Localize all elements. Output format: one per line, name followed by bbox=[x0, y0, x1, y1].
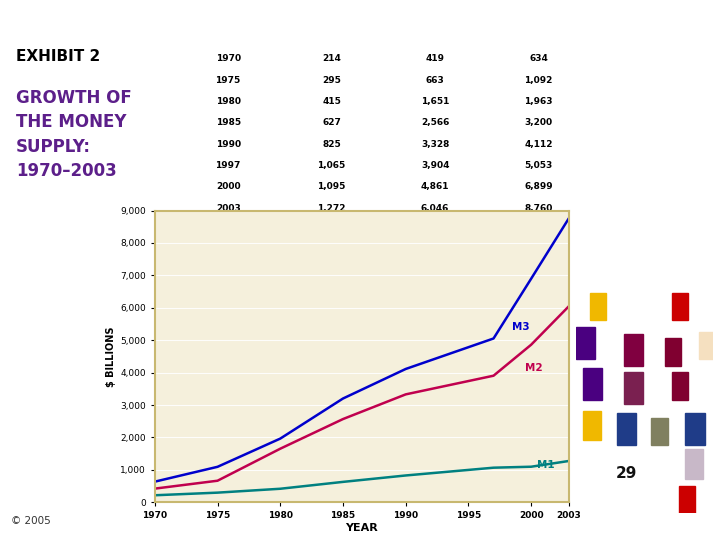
Bar bbox=[624, 334, 643, 366]
Text: 3,904: 3,904 bbox=[421, 161, 449, 170]
Text: M2: M2 bbox=[427, 32, 444, 43]
Text: 634: 634 bbox=[529, 55, 548, 63]
Text: 1,272: 1,272 bbox=[318, 204, 346, 213]
Text: 1,651: 1,651 bbox=[421, 97, 449, 106]
Text: 5,053: 5,053 bbox=[525, 161, 553, 170]
Bar bbox=[685, 449, 703, 479]
Bar bbox=[590, 293, 606, 320]
Text: © 2005: © 2005 bbox=[11, 516, 50, 526]
Bar bbox=[617, 413, 636, 445]
Text: 8,760: 8,760 bbox=[524, 204, 553, 213]
Bar bbox=[652, 418, 667, 445]
Text: 419: 419 bbox=[426, 55, 445, 63]
Text: 295: 295 bbox=[323, 76, 341, 85]
Text: 1980: 1980 bbox=[216, 97, 240, 106]
Text: M3: M3 bbox=[531, 32, 546, 43]
Text: GROWTH OF
THE MONEY
SUPPLY:
1970–2003: GROWTH OF THE MONEY SUPPLY: 1970–2003 bbox=[16, 89, 132, 180]
Text: 2,566: 2,566 bbox=[421, 118, 449, 127]
X-axis label: YEAR: YEAR bbox=[346, 523, 378, 533]
Text: M1: M1 bbox=[323, 32, 340, 43]
Text: M3: M3 bbox=[513, 322, 530, 333]
Text: 1985: 1985 bbox=[215, 118, 240, 127]
Bar bbox=[672, 293, 688, 320]
Text: 663: 663 bbox=[426, 76, 444, 85]
Text: 1970: 1970 bbox=[215, 55, 240, 63]
Text: 415: 415 bbox=[323, 97, 341, 106]
Text: M2: M2 bbox=[525, 363, 542, 373]
Bar bbox=[665, 339, 681, 366]
Text: 214: 214 bbox=[323, 55, 341, 63]
Text: 4,112: 4,112 bbox=[524, 140, 553, 149]
Text: 3,200: 3,200 bbox=[525, 118, 553, 127]
Text: 2003: 2003 bbox=[216, 204, 240, 213]
Text: 1975: 1975 bbox=[215, 76, 240, 85]
Bar bbox=[576, 327, 595, 359]
Text: 3,328: 3,328 bbox=[421, 140, 449, 149]
Bar bbox=[583, 411, 600, 441]
Text: 627: 627 bbox=[323, 118, 341, 127]
Text: 1,092: 1,092 bbox=[524, 76, 553, 85]
Bar bbox=[624, 373, 643, 404]
Text: 1997: 1997 bbox=[215, 161, 240, 170]
Y-axis label: $ BILLIONS: $ BILLIONS bbox=[106, 326, 116, 387]
Text: EXHIBIT 2: EXHIBIT 2 bbox=[16, 49, 100, 64]
Bar bbox=[685, 413, 705, 445]
Text: 6,046: 6,046 bbox=[421, 204, 449, 213]
Text: 1990: 1990 bbox=[215, 140, 240, 149]
Bar bbox=[678, 486, 695, 513]
Text: 825: 825 bbox=[323, 140, 341, 149]
Text: 2000: 2000 bbox=[216, 183, 240, 191]
Text: 1,963: 1,963 bbox=[524, 97, 553, 106]
Text: 1,095: 1,095 bbox=[318, 183, 346, 191]
Bar bbox=[583, 368, 602, 400]
Text: 6,899: 6,899 bbox=[524, 183, 553, 191]
Bar bbox=[699, 332, 716, 359]
Text: 4,861: 4,861 bbox=[421, 183, 449, 191]
Text: 29: 29 bbox=[616, 466, 637, 481]
Text: 1,065: 1,065 bbox=[318, 161, 346, 170]
Bar bbox=[672, 373, 688, 400]
Text: DATE: DATE bbox=[214, 32, 242, 43]
Text: M1: M1 bbox=[537, 460, 555, 470]
